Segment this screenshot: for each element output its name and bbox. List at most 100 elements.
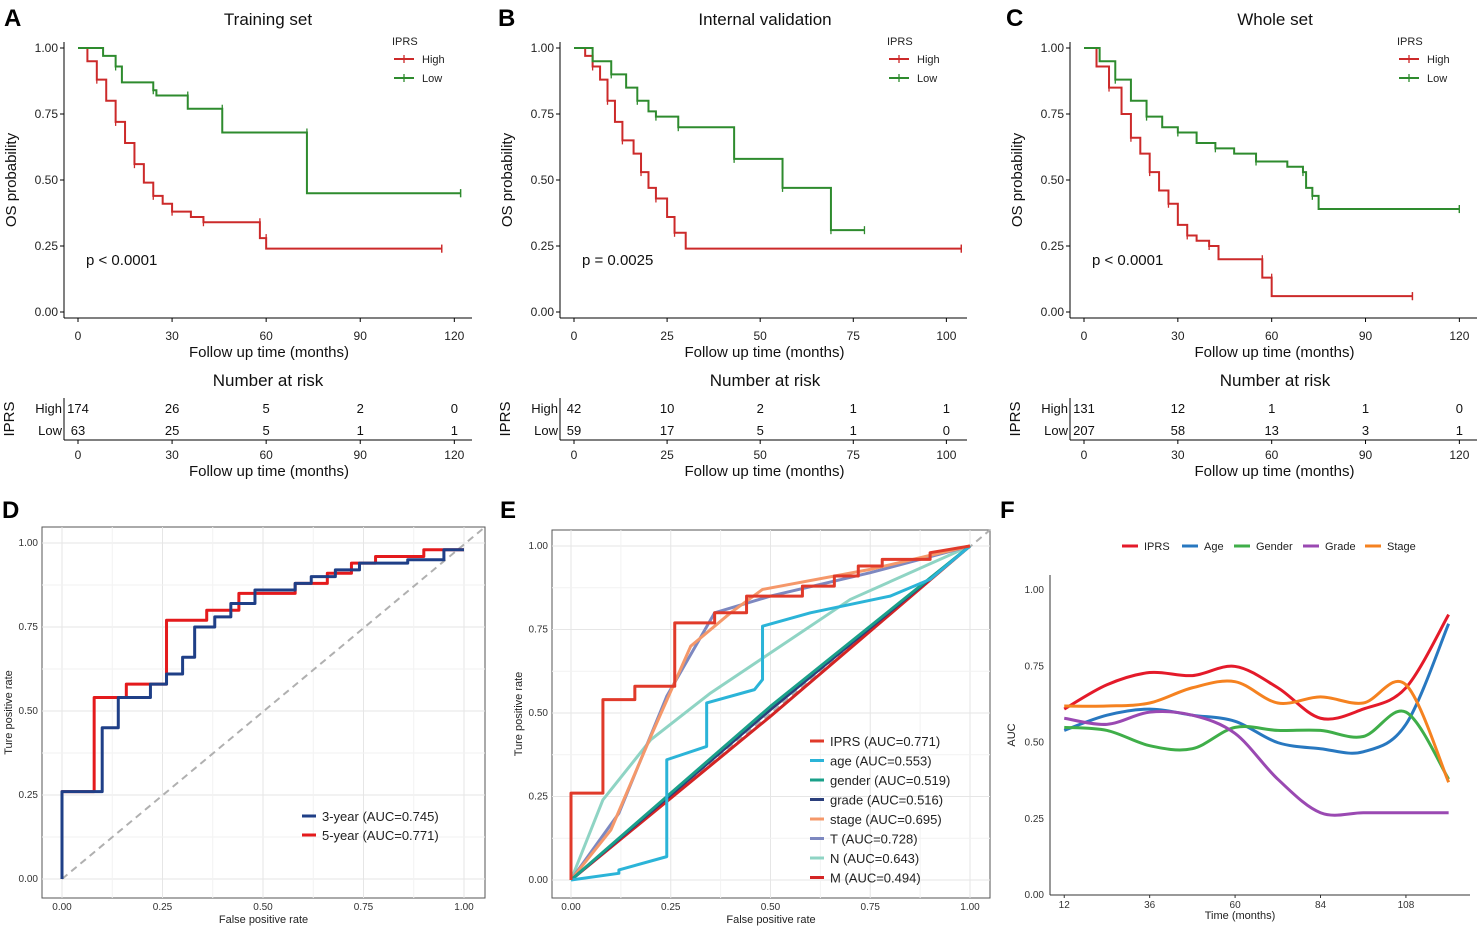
panel-letter: A xyxy=(4,5,21,32)
x-tick-label: 30 xyxy=(165,329,179,343)
x-tick-label: 0 xyxy=(75,329,82,343)
y-tick-label: 1.00 xyxy=(531,41,555,55)
legend-label: N (AUC=0.643) xyxy=(830,851,919,866)
x-tick-label: 1.00 xyxy=(960,902,980,913)
y-tick-label: 0.50 xyxy=(19,706,39,717)
y-tick-label: 0.50 xyxy=(529,708,549,719)
roc-curve-0 xyxy=(569,544,971,880)
risk-row-label: High xyxy=(531,401,558,416)
auc-curve-grade xyxy=(1063,709,1449,817)
legend-label: M (AUC=0.494) xyxy=(830,871,921,886)
y-tick-label: 0.50 xyxy=(531,173,555,187)
risk-count: 1 xyxy=(850,423,857,438)
risk-count: 0 xyxy=(943,423,950,438)
y-axis-title: OS probability xyxy=(1009,132,1026,227)
risk-count: 2 xyxy=(357,401,364,416)
risk-x-tick-label: 90 xyxy=(1359,448,1373,462)
legend-label: IPRS xyxy=(1144,541,1170,553)
risk-x-tick-label: 120 xyxy=(444,448,464,462)
y-tick-label: 0.50 xyxy=(35,173,59,187)
risk-count: 131 xyxy=(1073,401,1095,416)
risk-count: 5 xyxy=(263,401,270,416)
x-tick-label: 75 xyxy=(847,329,861,343)
risk-count: 0 xyxy=(451,401,458,416)
risk-x-tick-label: 100 xyxy=(936,448,956,462)
auc-panel-F: F 0.00 0.25 0.50 0.75 1.00 12 36 60 84 108 Time (mo… xyxy=(1000,497,1470,922)
chart-title: Internal validation xyxy=(698,10,831,29)
risk-xlabel: Follow up time (months) xyxy=(684,463,844,480)
risk-count: 26 xyxy=(165,401,179,416)
y-tick-label: 0.75 xyxy=(529,625,549,636)
x-tick-label: 60 xyxy=(259,329,273,343)
y-tick-label: 1.00 xyxy=(19,538,39,549)
y-tick-label: 0.00 xyxy=(1025,890,1045,901)
y-tick-label: 1.00 xyxy=(1041,41,1065,55)
legend-label: Age xyxy=(1204,541,1224,553)
panel-letter: F xyxy=(1000,497,1015,524)
roc-panel-D: D 0.00 0.25 0.50 0.75 1.00 0.00 0.25 0.50 0.75 1.0… xyxy=(2,497,486,926)
roc-curve-7 xyxy=(570,544,971,882)
legend-label: Gender xyxy=(1256,541,1293,553)
risk-ylabel: IPRS xyxy=(1,401,18,436)
risk-count: 1 xyxy=(357,423,364,438)
risk-count: 1 xyxy=(850,401,857,416)
legend-label: T (AUC=0.728) xyxy=(830,832,918,847)
x-tick-label: 0.75 xyxy=(861,902,881,913)
auc-curve-age xyxy=(1063,623,1451,755)
roc-curve-1 xyxy=(60,548,464,879)
risk-ylabel: IPRS xyxy=(1007,401,1024,436)
risk-x-tick-label: 25 xyxy=(660,448,674,462)
x-tick-label: 60 xyxy=(1230,900,1242,911)
legend-title: IPRS xyxy=(887,36,913,48)
x-axis-title: Follow up time (months) xyxy=(1194,344,1354,361)
x-tick-label: 90 xyxy=(354,329,368,343)
legend-label: stage (AUC=0.695) xyxy=(830,812,942,827)
y-axis-title: OS probability xyxy=(499,132,516,227)
risk-count: 10 xyxy=(660,401,674,416)
x-tick-label: 120 xyxy=(444,329,464,343)
y-tick-label: 0.50 xyxy=(1041,173,1065,187)
auc-curve-stage xyxy=(1064,679,1451,783)
km-curve-high xyxy=(78,47,442,250)
p-value-label: p < 0.0001 xyxy=(86,252,157,269)
risk-table-title: Number at risk xyxy=(710,371,821,390)
y-axis-title: Ture positive rate xyxy=(3,670,15,755)
y-axis-title: OS probability xyxy=(3,132,20,227)
legend-label: age (AUC=0.553) xyxy=(830,754,932,769)
risk-count: 5 xyxy=(757,423,764,438)
legend-label: 3-year (AUC=0.745) xyxy=(322,809,439,824)
risk-x-tick-label: 0 xyxy=(1081,448,1088,462)
x-tick-label: 120 xyxy=(1449,329,1469,343)
risk-x-tick-label: 75 xyxy=(847,448,861,462)
y-tick-label: 0.00 xyxy=(35,305,59,319)
panel-letter: C xyxy=(1006,5,1023,32)
x-tick-label: 30 xyxy=(1171,329,1185,343)
y-tick-label: 0.25 xyxy=(35,239,59,253)
risk-row-label: High xyxy=(1041,401,1068,416)
risk-count: 3 xyxy=(1362,423,1369,438)
x-axis-title: Follow up time (months) xyxy=(684,344,844,361)
panel-letter: E xyxy=(500,497,516,524)
roc-curve-0 xyxy=(60,548,464,879)
x-tick-label: 0.75 xyxy=(354,902,374,913)
legend-label: Low xyxy=(917,73,937,85)
risk-count: 25 xyxy=(165,423,179,438)
x-tick-label: 36 xyxy=(1144,900,1156,911)
y-tick-label: 0.75 xyxy=(1025,661,1045,672)
risk-ylabel: IPRS xyxy=(497,401,514,436)
y-tick-label: 0.25 xyxy=(19,790,39,801)
legend-label: High xyxy=(1427,54,1450,66)
legend-label: IPRS (AUC=0.771) xyxy=(830,734,940,749)
diagonal-reference xyxy=(61,526,486,880)
auc-curve-gender xyxy=(1064,709,1450,780)
y-tick-label: 0.00 xyxy=(1041,305,1065,319)
x-tick-label: 0.00 xyxy=(52,902,72,913)
km-panel-A: A Training set 0.00 0.25 0.50 0.75 1.00 0 30 60 90… xyxy=(1,5,472,480)
x-axis-title: False positive rate xyxy=(219,914,308,926)
risk-row-label: Low xyxy=(534,423,558,438)
risk-count: 1 xyxy=(1268,401,1275,416)
risk-count: 58 xyxy=(1171,423,1185,438)
x-tick-label: 90 xyxy=(1359,329,1373,343)
km-curve-high xyxy=(1084,47,1413,298)
